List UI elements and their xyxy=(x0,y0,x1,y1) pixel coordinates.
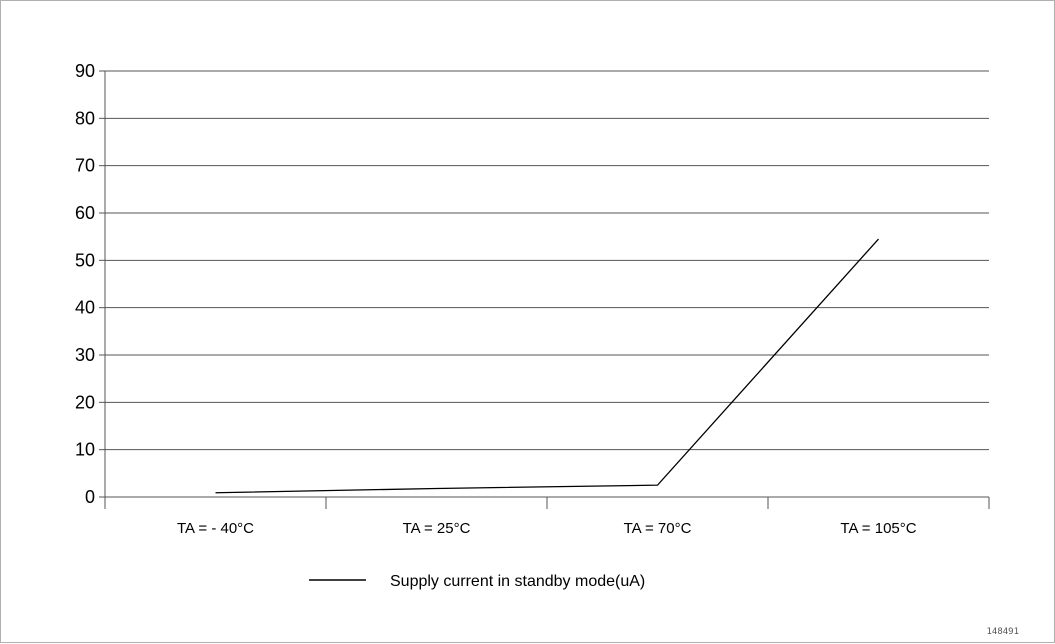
y-tick-label: 10 xyxy=(75,440,95,460)
y-tick-label: 30 xyxy=(75,345,95,365)
x-axis: TA = - 40°C TA = 25°C TA = 70°C TA = 105°C xyxy=(105,497,989,537)
legend: Supply current in standby mode(uA) xyxy=(309,573,645,590)
x-tick-label: TA = 70°C xyxy=(624,520,692,537)
y-tick-label: 50 xyxy=(75,250,95,270)
y-axis: 0 10 20 30 40 50 60 70 80 90 xyxy=(75,61,105,507)
y-tick-label: 60 xyxy=(75,203,95,223)
x-tick-label: TA = 25°C xyxy=(403,520,471,537)
figure-id: 148491 xyxy=(986,627,1019,637)
x-tick-label: TA = 105°C xyxy=(840,520,916,537)
y-tick-label: 0 xyxy=(85,487,95,507)
y-tick-label: 90 xyxy=(75,61,95,81)
y-tick-label: 20 xyxy=(75,392,95,412)
series-layer xyxy=(215,239,878,493)
y-tick-label: 70 xyxy=(75,156,95,176)
y-tick-label: 40 xyxy=(75,298,95,318)
series-line xyxy=(216,239,879,493)
y-tick-label: 80 xyxy=(75,108,95,128)
legend-label: Supply current in standby mode(uA) xyxy=(390,573,645,590)
x-tick-label: TA = - 40°C xyxy=(177,520,254,537)
grid-lines xyxy=(105,71,989,450)
